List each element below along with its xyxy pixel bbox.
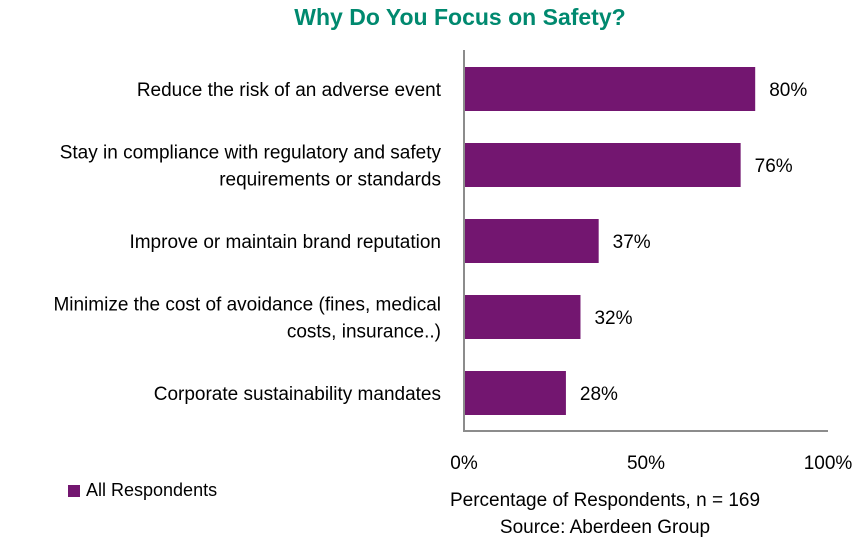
bar <box>464 143 741 187</box>
x-tick-label: 100% <box>804 453 853 474</box>
legend-swatch <box>68 484 80 497</box>
data-label: 32% <box>594 308 632 329</box>
chart-title: Why Do You Focus on Safety? <box>294 4 626 30</box>
x-tick-label: 50% <box>627 453 665 474</box>
bar <box>464 67 756 111</box>
category-label: costs, insurance..) <box>287 322 441 343</box>
category-label: Stay in compliance with regulatory and s… <box>60 143 442 164</box>
category-label: Corporate sustainability mandates <box>154 384 441 405</box>
category-label: Minimize the cost of avoidance (fines, m… <box>53 295 441 316</box>
data-label: 37% <box>613 232 651 253</box>
category-label: Reduce the risk of an adverse event <box>137 80 442 101</box>
x-axis-label: Percentage of Respondents, n = 169 <box>449 490 761 511</box>
legend-label: All Respondents <box>86 480 218 500</box>
category-label: Improve or maintain brand reputation <box>129 232 441 253</box>
bar <box>464 295 581 339</box>
x-tick-label: 0% <box>450 453 478 474</box>
bar <box>464 371 566 415</box>
category-label: requirements or standards <box>219 170 441 191</box>
data-label: 76% <box>755 156 793 177</box>
data-label: 28% <box>580 384 618 405</box>
data-label: 80% <box>769 80 807 101</box>
bar <box>464 219 599 263</box>
source-note: Source: Aberdeen Group <box>499 517 711 538</box>
legend: All Respondents <box>68 480 217 501</box>
